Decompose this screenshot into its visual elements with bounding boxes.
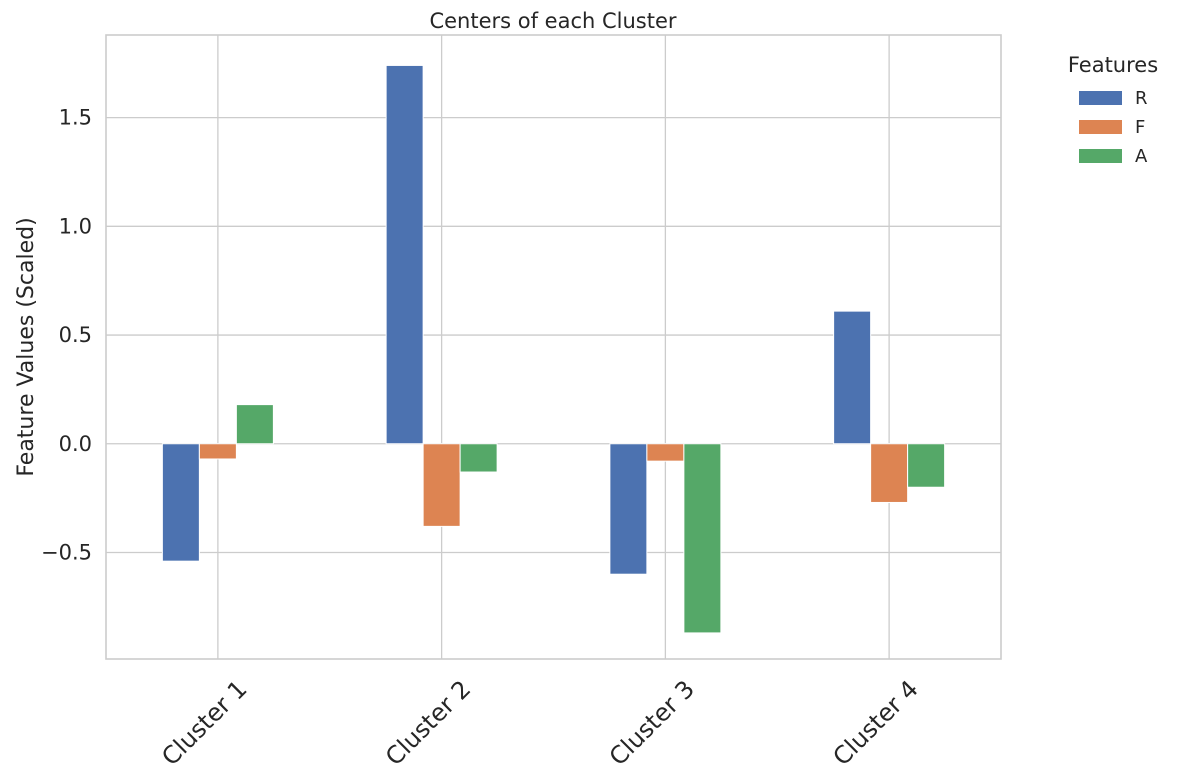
y-tick-label: −0.5 — [41, 540, 92, 564]
bar-r-cluster-3 — [609, 443, 648, 575]
bar-r-cluster-2 — [385, 64, 424, 445]
chart-title: Centers of each Cluster — [429, 9, 676, 33]
bar-a-cluster-3 — [683, 443, 722, 634]
y-axis-label: Feature Values (Scaled) — [14, 217, 39, 476]
y-tick-labels: −0.5 0.0 0.5 1.0 1.5 — [41, 106, 92, 565]
y-tick-label: 1.0 — [59, 214, 92, 238]
y-tick-label: 1.5 — [59, 106, 92, 130]
legend-swatch-r — [1079, 91, 1122, 105]
x-tick-label: Cluster 2 — [380, 675, 476, 771]
legend-label-r: R — [1135, 88, 1148, 109]
legend-swatch-f — [1079, 120, 1122, 134]
legend-label-f: F — [1135, 117, 1145, 138]
bar-f-cluster-1 — [198, 443, 237, 460]
bar-a-cluster-1 — [235, 404, 274, 445]
legend-title: Features — [1068, 53, 1158, 77]
x-tick-label: Cluster 4 — [828, 675, 924, 771]
bars — [161, 64, 946, 634]
bar-r-cluster-1 — [161, 443, 200, 562]
x-tick-label: Cluster 1 — [156, 675, 252, 771]
legend: Features RFA — [1068, 53, 1158, 167]
y-tick-label: 0.5 — [59, 323, 92, 347]
bar-a-cluster-4 — [907, 443, 946, 488]
legend-swatch-a — [1079, 149, 1122, 163]
x-tick-label: Cluster 3 — [604, 675, 700, 771]
bar-f-cluster-2 — [422, 443, 461, 527]
y-tick-label: 0.0 — [59, 432, 92, 456]
bar-f-cluster-4 — [870, 443, 909, 503]
plot-frame — [105, 34, 1002, 660]
bar-r-cluster-4 — [833, 310, 872, 445]
bar-a-cluster-2 — [459, 443, 498, 473]
bar-f-cluster-3 — [646, 443, 685, 462]
legend-label-a: A — [1135, 146, 1148, 167]
x-tick-labels: Cluster 1 Cluster 2 Cluster 3 Cluster 4 — [156, 675, 923, 771]
